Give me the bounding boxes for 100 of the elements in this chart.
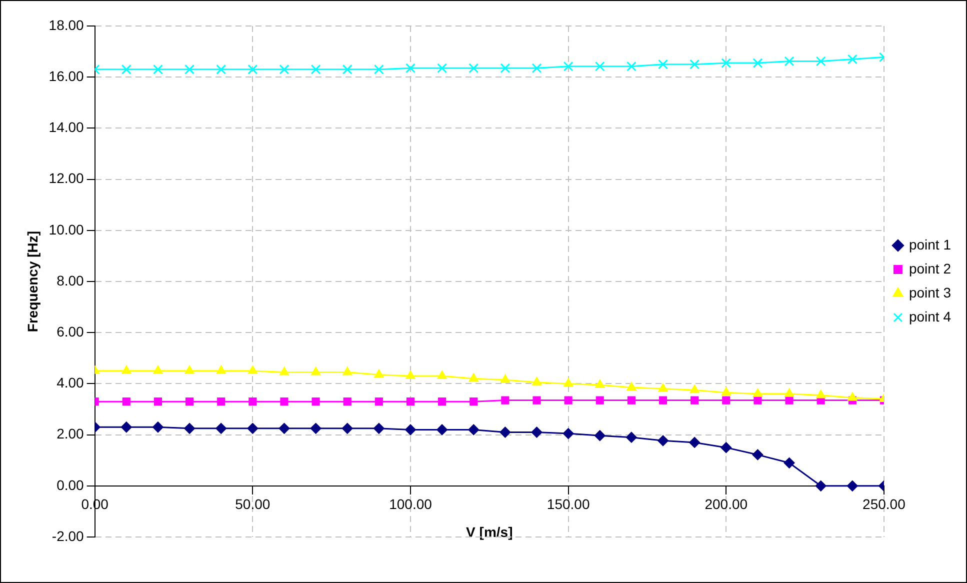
point [594, 61, 605, 72]
point [784, 457, 795, 468]
point [532, 376, 542, 386]
x-tick-label: 150.00 [546, 496, 590, 512]
x-tick-label: 100.00 [389, 496, 432, 512]
point [564, 396, 572, 404]
legend-label: point 4 [908, 308, 952, 324]
point [626, 61, 636, 72]
point [184, 64, 195, 74]
point [122, 365, 132, 374]
point [627, 396, 636, 404]
x-tick-label: 250.00 [862, 496, 906, 512]
point [248, 365, 258, 374]
point [184, 422, 196, 434]
point [721, 58, 732, 68]
point [216, 365, 226, 374]
legend-label: point 3 [908, 284, 952, 300]
point [846, 480, 858, 492]
point [312, 398, 320, 406]
x-tick-label: 50.00 [235, 496, 270, 512]
point [595, 379, 605, 388]
point [374, 398, 383, 406]
point [152, 64, 163, 74]
point [184, 365, 194, 374]
point [374, 64, 384, 74]
point [690, 384, 700, 394]
point [500, 426, 511, 438]
y-axis-title: Frequency [Hz] [24, 230, 40, 332]
point [405, 63, 416, 74]
point [343, 398, 352, 406]
point [721, 387, 731, 396]
point [722, 396, 730, 404]
point [247, 422, 258, 434]
point [217, 398, 226, 406]
point [468, 424, 480, 436]
point [216, 64, 226, 74]
point [754, 396, 762, 404]
point [532, 396, 541, 404]
y-tick-label: 14.00 [48, 119, 84, 136]
point [658, 396, 668, 404]
point [438, 398, 446, 406]
point [342, 64, 352, 74]
y-tick-label: 8.00 [56, 272, 84, 288]
point [532, 63, 542, 74]
point [626, 382, 636, 391]
point [563, 61, 574, 72]
y-tick-label: 16.00 [48, 68, 84, 84]
point [500, 63, 510, 74]
point [279, 64, 290, 74]
point [153, 365, 163, 374]
y-tick-label: 10.00 [48, 221, 84, 238]
y-tick-label: -2.00 [52, 528, 84, 544]
point [280, 398, 288, 406]
point [689, 436, 700, 448]
point [310, 422, 322, 434]
point [658, 383, 668, 392]
point [690, 59, 700, 70]
point [278, 422, 290, 434]
point [216, 422, 227, 434]
point [152, 422, 164, 433]
point [720, 442, 732, 454]
point [120, 422, 132, 433]
point [342, 366, 352, 376]
point [121, 64, 132, 74]
point [374, 369, 384, 378]
point [847, 54, 858, 64]
point [531, 426, 542, 438]
x-axis-title: V [m/s] [466, 524, 513, 540]
point [185, 398, 194, 406]
point [690, 396, 699, 404]
y-tick-label: 2.00 [56, 426, 84, 442]
point [658, 59, 668, 70]
point [501, 396, 510, 404]
point [406, 370, 416, 380]
point [596, 396, 604, 404]
legend-label: point 2 [908, 260, 952, 276]
point [816, 56, 826, 66]
point [310, 64, 321, 74]
point [122, 398, 130, 406]
y-tick-label: 0.00 [56, 476, 84, 493]
point [563, 378, 574, 387]
point [562, 428, 574, 440]
point [815, 480, 826, 492]
point [404, 424, 416, 436]
point [626, 432, 637, 443]
point [342, 422, 353, 434]
point [468, 373, 478, 382]
point [752, 58, 763, 68]
point [154, 398, 162, 406]
x-tick-label: 200.00 [704, 496, 748, 512]
y-tick-label: 18.00 [48, 16, 84, 33]
y-tick-label: 4.00 [56, 374, 84, 391]
y-tick-label: 6.00 [56, 323, 84, 340]
legend-label: point 1 [908, 236, 952, 252]
point [406, 398, 415, 406]
point [784, 388, 794, 397]
point [658, 435, 669, 446]
point [248, 64, 258, 74]
point [468, 63, 479, 74]
point [500, 374, 510, 383]
